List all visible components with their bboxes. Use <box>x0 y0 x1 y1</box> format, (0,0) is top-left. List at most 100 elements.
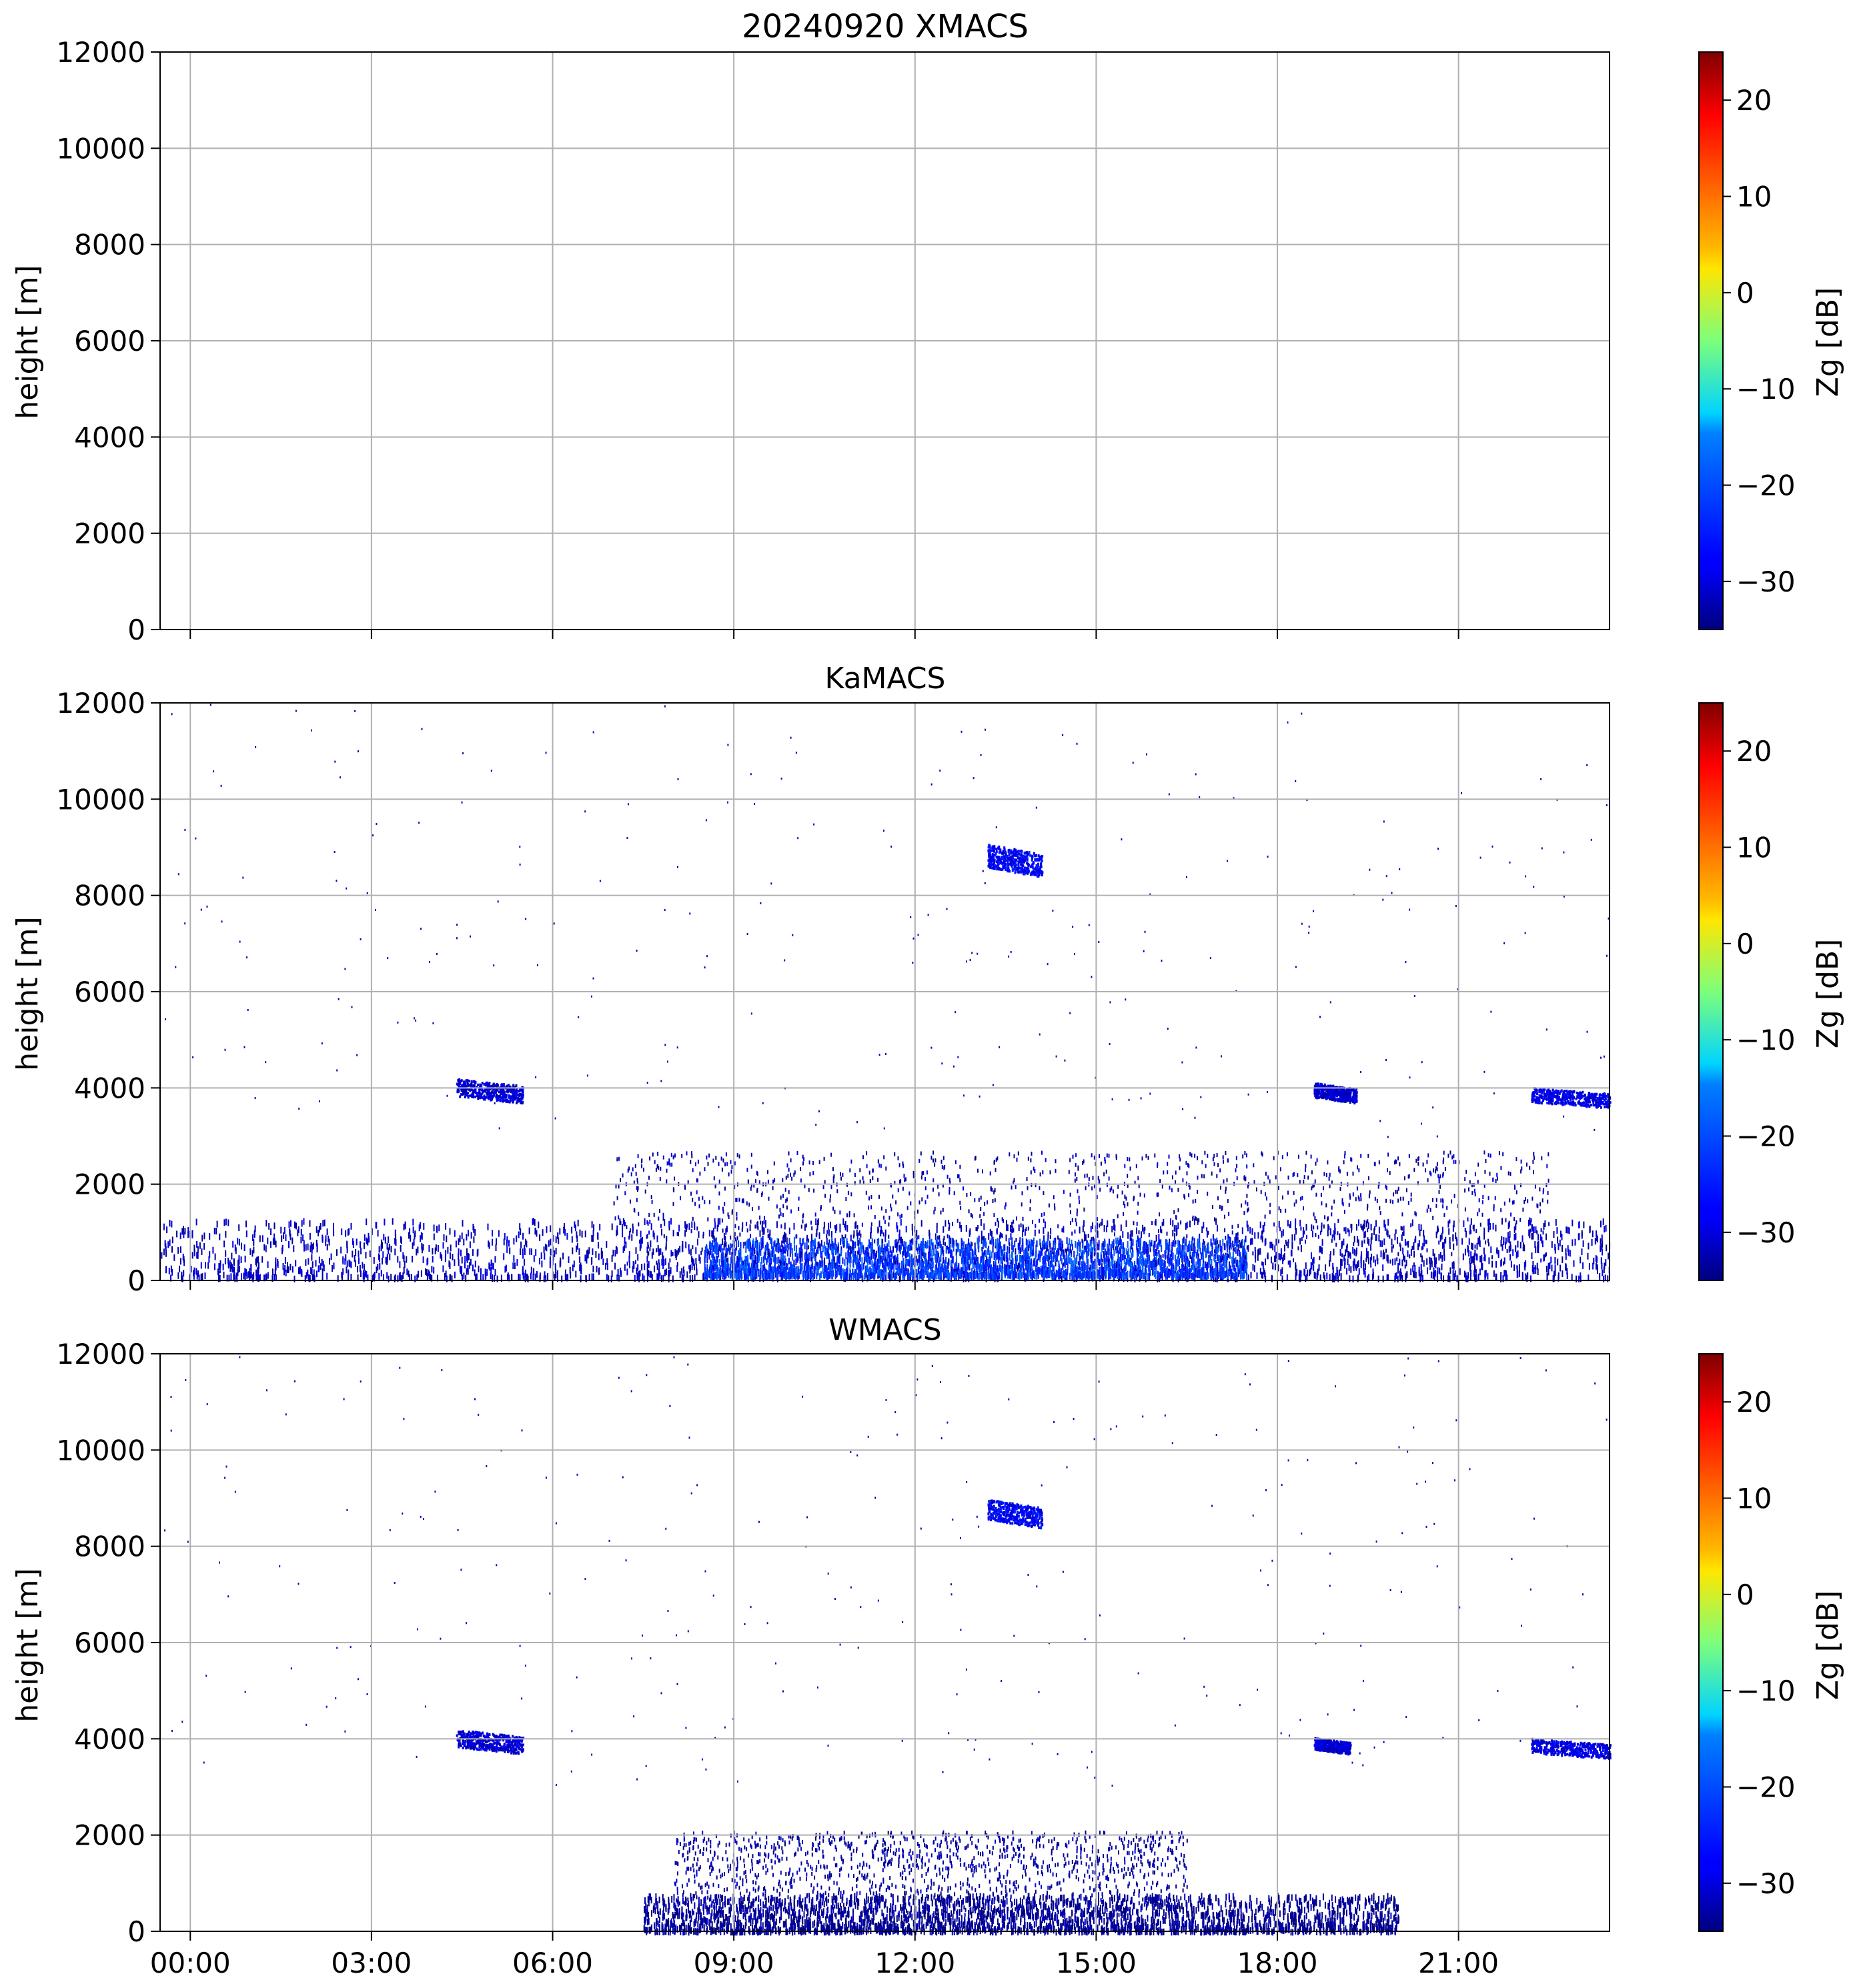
data-cell-kamacs <box>261 1235 263 1242</box>
data-cell-kamacs <box>1517 1270 1519 1278</box>
data-cell-kamacs <box>588 1247 590 1254</box>
data-cell-kamacs <box>421 1242 423 1250</box>
data-cell-kamacs <box>316 1243 318 1250</box>
data-cell-kamacs <box>508 1095 510 1098</box>
data-cell-kamacs <box>441 1254 443 1261</box>
data-cell-kamacs <box>253 1246 255 1254</box>
data-cell-kamacs <box>1313 1264 1315 1272</box>
data-cell-kamacs <box>1469 1224 1471 1232</box>
data-cell-kamacs <box>1280 1248 1282 1255</box>
data-cell-kamacs <box>612 1249 614 1256</box>
data-cell-kamacs <box>197 1246 199 1253</box>
data-cell-kamacs <box>528 1227 530 1234</box>
data-cell-kamacs <box>776 1245 778 1252</box>
data-cell-kamacs <box>880 1247 882 1254</box>
data-cell-kamacs <box>1253 1265 1255 1272</box>
data-cell-kamacs <box>759 1230 761 1237</box>
data-cell-kamacs <box>711 1246 713 1253</box>
data-cell-kamacs <box>1317 1096 1320 1099</box>
data-cell-kamacs <box>1581 1230 1583 1237</box>
data-cell-kamacs <box>1381 1240 1383 1248</box>
data-cell-kamacs <box>598 1253 600 1260</box>
data-cell-kamacs <box>1217 1262 1219 1269</box>
data-cell-kamacs <box>1556 1098 1559 1101</box>
data-cell-kamacs <box>816 1228 818 1236</box>
data-cell-kamacs <box>681 1268 683 1275</box>
data-cell-kamacs <box>1547 1102 1550 1105</box>
data-cell-kamacs <box>1536 1262 1538 1270</box>
data-cell-kamacs <box>1206 1230 1208 1238</box>
data-cell-kamacs <box>1172 1240 1174 1247</box>
figure-title: 20240920 XMACS <box>742 8 1029 45</box>
data-cell-kamacs <box>1453 1220 1455 1228</box>
data-cell-kamacs <box>991 847 994 850</box>
data-cell-kamacs <box>1545 1094 1547 1098</box>
data-cell-kamacs <box>1227 1234 1229 1241</box>
data-cell-kamacs <box>1547 1093 1550 1096</box>
data-cell-kamacs <box>1441 1273 1442 1280</box>
data-cell-kamacs <box>1004 862 1007 866</box>
data-cell-kamacs <box>1591 1098 1594 1101</box>
data-cell-kamacs <box>1386 1228 1388 1236</box>
data-cell-kamacs <box>552 1254 554 1261</box>
data-cell-kamacs <box>1363 1220 1365 1227</box>
data-cell-kamacs <box>1537 1241 1539 1248</box>
data-cell-kamacs <box>257 1267 259 1274</box>
data-cell-kamacs <box>502 1097 504 1100</box>
data-cell-kamacs <box>617 1269 619 1276</box>
data-cell-kamacs <box>408 1270 410 1278</box>
data-cell-kamacs <box>1413 1270 1415 1278</box>
data-cell-kamacs <box>1577 1100 1580 1104</box>
data-cell-kamacs <box>562 1252 564 1260</box>
data-cell-kamacs <box>646 1268 648 1276</box>
data-cell-kamacs <box>1545 1233 1547 1240</box>
data-cell-kamacs <box>1352 1275 1354 1282</box>
data-cell-kamacs <box>995 850 998 853</box>
data-cell-kamacs <box>1353 1096 1356 1100</box>
data-cell-kamacs <box>287 1240 289 1248</box>
data-cell-kamacs <box>1031 870 1034 874</box>
data-cell-kamacs <box>435 1244 437 1251</box>
data-cell-kamacs <box>995 852 997 856</box>
data-cell-kamacs <box>1051 1247 1053 1254</box>
data-cell-kamacs <box>412 1218 414 1226</box>
data-cell-kamacs <box>1208 1261 1210 1268</box>
data-cell-kamacs <box>1565 1248 1567 1255</box>
data-cell-kamacs <box>820 1250 822 1258</box>
data-cell-kamacs <box>1149 1245 1151 1252</box>
data-cell-kamacs <box>1349 1252 1351 1259</box>
data-cell-kamacs <box>274 1268 276 1276</box>
data-cell-kamacs <box>486 1096 488 1099</box>
data-cell-kamacs <box>1191 1272 1193 1280</box>
data-cell-kamacs <box>611 1270 613 1277</box>
data-cell-kamacs <box>682 1240 684 1248</box>
data-cell-kamacs <box>543 1246 545 1254</box>
ytick-label-xmacs: 4000 <box>74 421 145 453</box>
data-cell-kamacs <box>1272 1243 1274 1250</box>
data-cell-kamacs <box>352 1241 354 1248</box>
data-cell-kamacs <box>414 1232 416 1240</box>
data-cell-kamacs <box>1083 1220 1085 1227</box>
data-cell-kamacs <box>968 1242 970 1250</box>
data-cell-kamacs <box>404 1261 406 1268</box>
data-cell-kamacs <box>1510 1260 1512 1268</box>
data-cell-kamacs <box>606 1241 608 1248</box>
data-cell-kamacs <box>629 1231 631 1238</box>
data-cell-kamacs <box>1348 1229 1350 1236</box>
data-cell-kamacs <box>996 868 999 871</box>
data-cell-kamacs <box>495 1244 497 1251</box>
data-cell-kamacs <box>1014 858 1017 862</box>
data-cell-kamacs <box>988 862 991 866</box>
data-cell-kamacs <box>1027 862 1029 866</box>
data-cell-kamacs <box>580 1275 582 1282</box>
data-cell-kamacs <box>1552 1097 1554 1100</box>
data-cell-kamacs <box>409 1274 411 1281</box>
data-cell-kamacs <box>1347 1250 1349 1258</box>
data-cell-kamacs <box>255 1260 257 1267</box>
data-cell-kamacs <box>706 1256 708 1264</box>
data-cell-kamacs <box>1345 1090 1347 1094</box>
data-cell-kamacs <box>243 1244 245 1251</box>
data-cell-kamacs <box>1586 1102 1588 1105</box>
data-cell-kamacs <box>1572 1219 1574 1226</box>
data-cell-kamacs <box>623 1220 625 1226</box>
